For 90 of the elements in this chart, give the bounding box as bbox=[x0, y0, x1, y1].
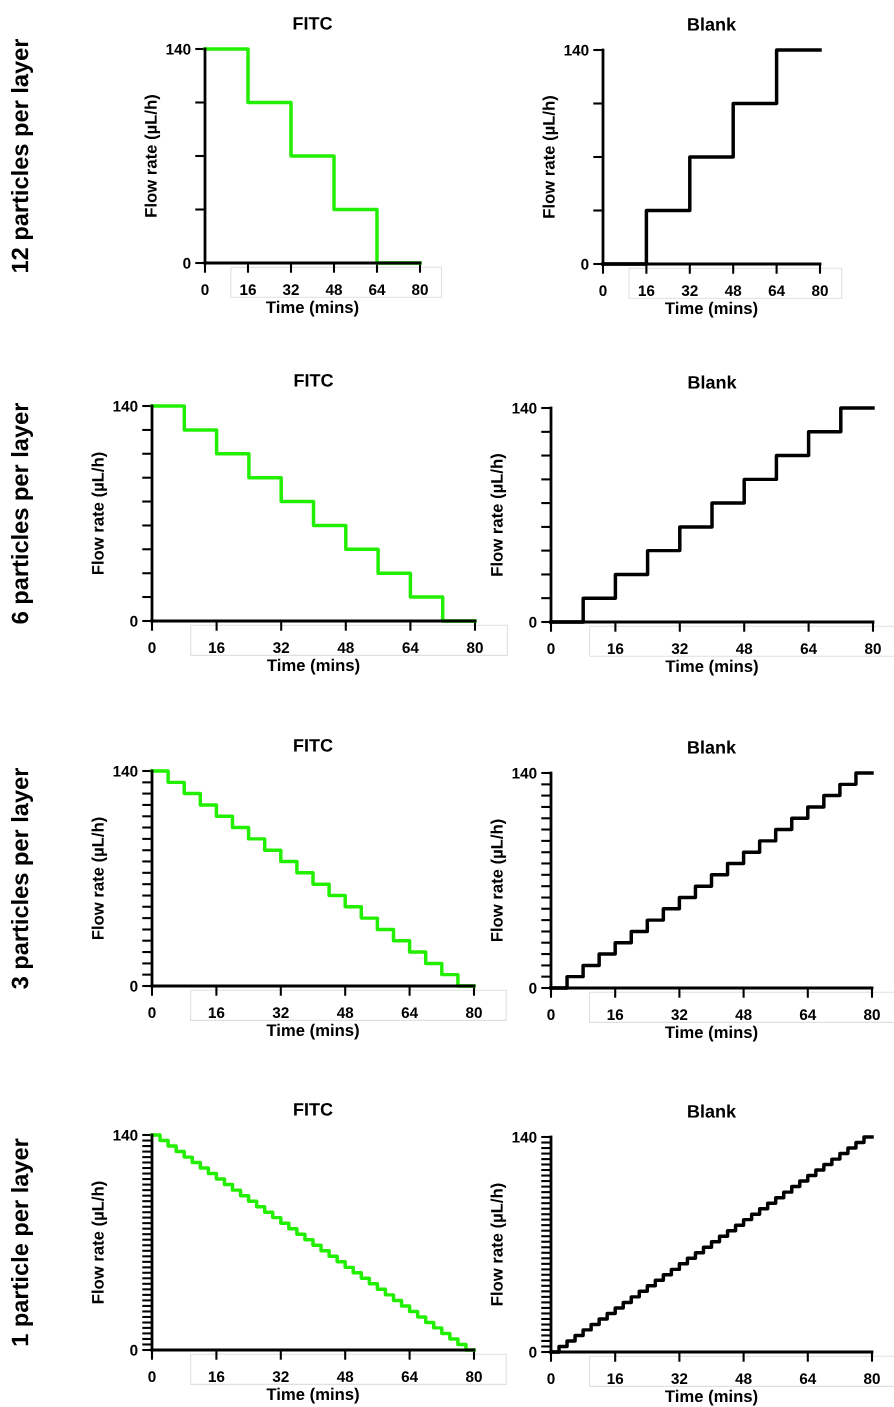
chart-title: FITC bbox=[294, 373, 334, 387]
chart-title: Blank bbox=[688, 1104, 737, 1118]
x-tick-label: 80 bbox=[411, 284, 428, 296]
x-tick-label: 32 bbox=[282, 284, 299, 296]
x-tick-label: 80 bbox=[863, 1009, 880, 1021]
x-tick-label: 0 bbox=[547, 643, 555, 655]
x-axis-title: Time (mins) bbox=[665, 1389, 758, 1406]
y-tick-label: 0 bbox=[529, 982, 537, 994]
chart-title: FITC bbox=[294, 1102, 333, 1116]
x-tick-label: 48 bbox=[735, 1373, 752, 1385]
x-tick-label: 0 bbox=[148, 1371, 156, 1383]
y-axis-title: Flow rate (µL/h) bbox=[542, 96, 559, 218]
x-tick-label: 80 bbox=[465, 1371, 482, 1383]
x-tick-label: 0 bbox=[148, 1007, 156, 1019]
x-tick-label: 64 bbox=[768, 285, 786, 297]
chart-title: Blank bbox=[688, 375, 737, 389]
y-tick-label: 0 bbox=[529, 616, 537, 628]
x-axis-title: Time (mins) bbox=[266, 300, 359, 317]
x-tick-label: 48 bbox=[735, 1009, 752, 1021]
x-tick-label: 0 bbox=[599, 285, 607, 297]
x-tick-label: 16 bbox=[638, 285, 655, 297]
x-tick-label: 32 bbox=[273, 642, 290, 654]
x-tick-label: 32 bbox=[272, 1371, 289, 1383]
x-tick-label: 80 bbox=[863, 1373, 880, 1385]
x-tick-label: 48 bbox=[724, 285, 742, 297]
x-tick-label: 48 bbox=[336, 1007, 354, 1019]
x-tick-label: 16 bbox=[209, 642, 225, 654]
x-tick-label: 0 bbox=[547, 1373, 555, 1385]
y-axis-title: Flow rate (µL/h) bbox=[91, 452, 108, 575]
chart-title: Blank bbox=[688, 17, 737, 31]
x-tick-label: 0 bbox=[547, 1009, 555, 1021]
y-axis-title: Flow rate (µL/h) bbox=[144, 95, 161, 217]
x-tick-label: 16 bbox=[607, 1373, 624, 1385]
x-tick-label: 32 bbox=[671, 643, 688, 655]
x-tick-label: 0 bbox=[148, 642, 156, 654]
x-tick-label: 48 bbox=[336, 1371, 354, 1383]
x-tick-label: 16 bbox=[607, 643, 624, 655]
x-tick-label: 48 bbox=[325, 284, 343, 296]
text: 6 particles per layer bbox=[11, 402, 33, 624]
x-tick-label: 32 bbox=[681, 285, 698, 297]
text: 3 particles per layer bbox=[11, 767, 33, 989]
y-tick-label: 140 bbox=[113, 400, 138, 412]
y-axis-title: Flow rate (µL/h) bbox=[91, 817, 108, 940]
chart-title: Blank bbox=[688, 740, 737, 754]
x-tick-label: 48 bbox=[337, 642, 354, 654]
x-tick-label: 32 bbox=[272, 1007, 289, 1019]
y-axis-title: Flow rate (µL/h) bbox=[490, 454, 507, 576]
chart-title: FITC bbox=[293, 16, 333, 30]
y-tick-label: 0 bbox=[130, 1344, 138, 1356]
text: 12 particles per layer bbox=[11, 38, 33, 272]
x-tick-label: 0 bbox=[201, 284, 209, 296]
x-tick-label: 48 bbox=[735, 643, 753, 655]
x-axis-title: Time (mins) bbox=[665, 1025, 758, 1042]
x-tick-label: 80 bbox=[864, 643, 881, 655]
y-axis-title: Flow rate (µL/h) bbox=[91, 1181, 108, 1304]
x-tick-label: 32 bbox=[671, 1373, 688, 1385]
x-tick-label: 16 bbox=[208, 1371, 225, 1383]
x-tick-label: 80 bbox=[466, 642, 483, 654]
x-axis-title: Time (mins) bbox=[266, 1023, 359, 1040]
x-tick-label: 64 bbox=[402, 642, 419, 654]
y-tick-label: 140 bbox=[512, 1131, 537, 1143]
y-tick-label: 140 bbox=[512, 767, 537, 779]
y-tick-label: 140 bbox=[166, 43, 191, 55]
x-tick-label: 32 bbox=[671, 1009, 688, 1021]
x-tick-label: 64 bbox=[799, 1009, 817, 1021]
x-tick-label: 80 bbox=[811, 285, 828, 297]
y-axis-title: Flow rate (µL/h) bbox=[490, 819, 507, 942]
y-tick-label: 140 bbox=[113, 1129, 138, 1141]
x-tick-label: 16 bbox=[240, 284, 256, 296]
x-axis-title: Time (mins) bbox=[267, 658, 360, 675]
text: 1 particle per layer bbox=[11, 1138, 33, 1346]
x-axis-title: Time (mins) bbox=[266, 1387, 359, 1404]
x-tick-label: 16 bbox=[607, 1009, 624, 1021]
x-tick-label: 16 bbox=[208, 1007, 225, 1019]
y-tick-label: 0 bbox=[130, 980, 138, 992]
y-axis-title: Flow rate (µL/h) bbox=[490, 1183, 507, 1306]
x-tick-label: 80 bbox=[465, 1007, 482, 1019]
y-tick-label: 140 bbox=[564, 44, 589, 56]
chart-title: FITC bbox=[294, 738, 333, 752]
x-tick-label: 64 bbox=[401, 1371, 419, 1383]
y-tick-label: 140 bbox=[512, 402, 537, 414]
x-tick-label: 64 bbox=[800, 643, 818, 655]
x-tick-label: 64 bbox=[799, 1373, 817, 1385]
y-tick-label: 0 bbox=[130, 615, 138, 627]
x-axis-title: Time (mins) bbox=[665, 659, 758, 676]
y-tick-label: 0 bbox=[529, 1346, 537, 1358]
y-tick-label: 140 bbox=[113, 765, 138, 777]
x-tick-label: 64 bbox=[369, 284, 386, 296]
x-axis-title: Time (mins) bbox=[665, 301, 758, 318]
x-tick-label: 64 bbox=[401, 1007, 419, 1019]
